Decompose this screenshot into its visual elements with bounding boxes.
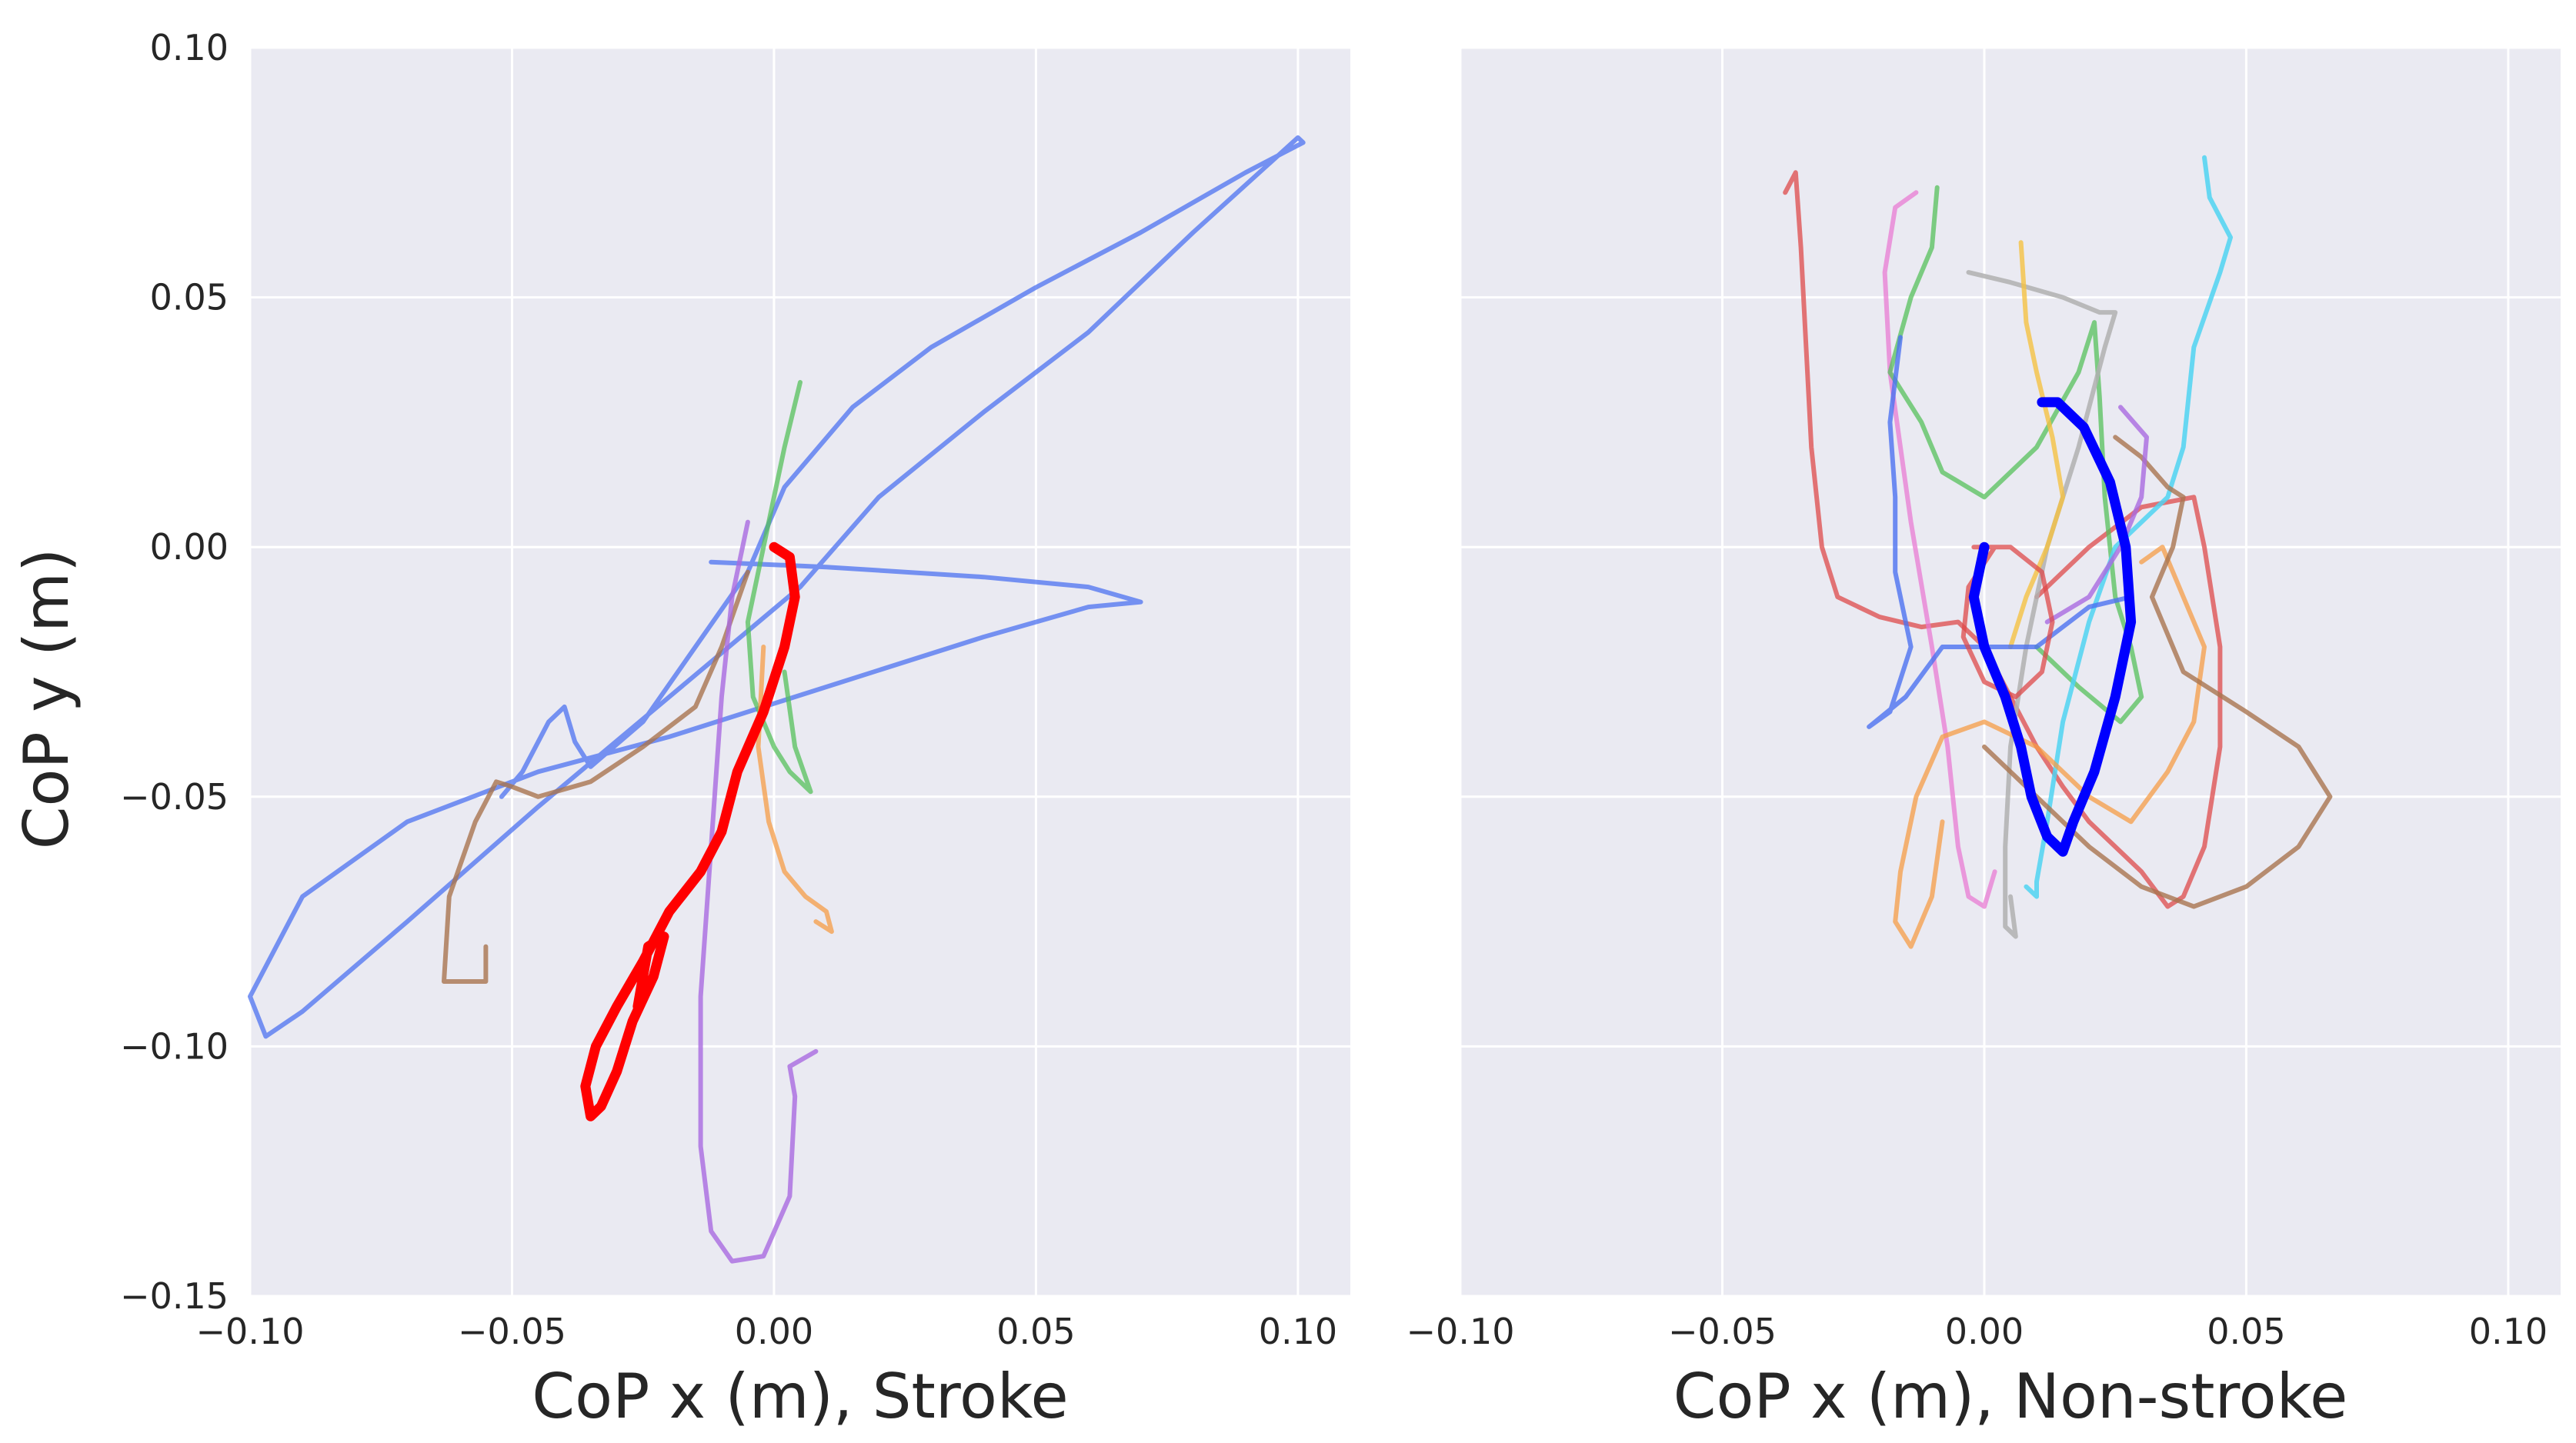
plot-area <box>1460 48 2561 1296</box>
x-tick-label: −0.10 <box>1406 1311 1515 1352</box>
y-axis-title: CoP y (m) <box>11 548 82 850</box>
x-tick-label: −0.10 <box>196 1311 305 1352</box>
x-tick-label: 0.10 <box>2469 1311 2548 1352</box>
y-tick-label: 0.00 <box>150 526 229 568</box>
x-tick-label: −0.05 <box>458 1311 566 1352</box>
y-tick-label: −0.10 <box>120 1025 229 1067</box>
trace-trial-orange <box>1893 545 2207 949</box>
trace-trial-yellow <box>2008 240 2066 649</box>
trace-trial-cyan <box>2024 155 2233 899</box>
trace-trial-pink <box>1882 190 1997 909</box>
trace-trial-green <box>1887 185 2144 725</box>
trace-trial-blue <box>248 135 1306 1039</box>
highlight-trace-highlight-blue <box>1968 397 2137 857</box>
trace-trial-orange <box>756 645 834 935</box>
y-tick-label: 0.10 <box>150 27 229 68</box>
x-tick-label: 0.05 <box>996 1311 1075 1352</box>
y-tick-label: −0.05 <box>120 776 229 818</box>
plot-area <box>250 48 1350 1296</box>
trace-trial-red-loop <box>1960 545 2055 699</box>
highlight-trace-highlight-red <box>580 542 800 1121</box>
trace-trial-purple <box>2044 405 2149 625</box>
x-axis-title: CoP x (m), Stroke <box>532 1361 1068 1432</box>
y-tick-label: 0.05 <box>150 277 229 318</box>
x-axis-title: CoP x (m), Non-stroke <box>1673 1361 2348 1432</box>
x-tick-label: −0.05 <box>1668 1311 1777 1352</box>
y-tick-label: −0.15 <box>120 1275 229 1317</box>
trace-trial-brown <box>1982 435 2333 909</box>
panel-right: −0.10 −0.05 0.00 0.05 0.10 CoP x (m), Non-str… <box>1406 46 2561 1432</box>
trace-trial-blue-thin <box>1867 335 2134 729</box>
x-tick-label: 0.00 <box>1945 1311 2024 1352</box>
trace-trial-red <box>1783 170 2223 909</box>
x-tick-label: 0.00 <box>735 1311 813 1352</box>
trace-trial-brown <box>442 569 750 984</box>
panel-left: −0.10 −0.05 0.00 0.05 0.10 0.10 0.05 0.00 −0.05 −… <box>11 27 1350 1432</box>
trace-trial-purple <box>698 519 819 1264</box>
x-tick-label: 0.10 <box>1259 1311 1337 1352</box>
x-tick-label: 0.05 <box>2207 1311 2285 1352</box>
